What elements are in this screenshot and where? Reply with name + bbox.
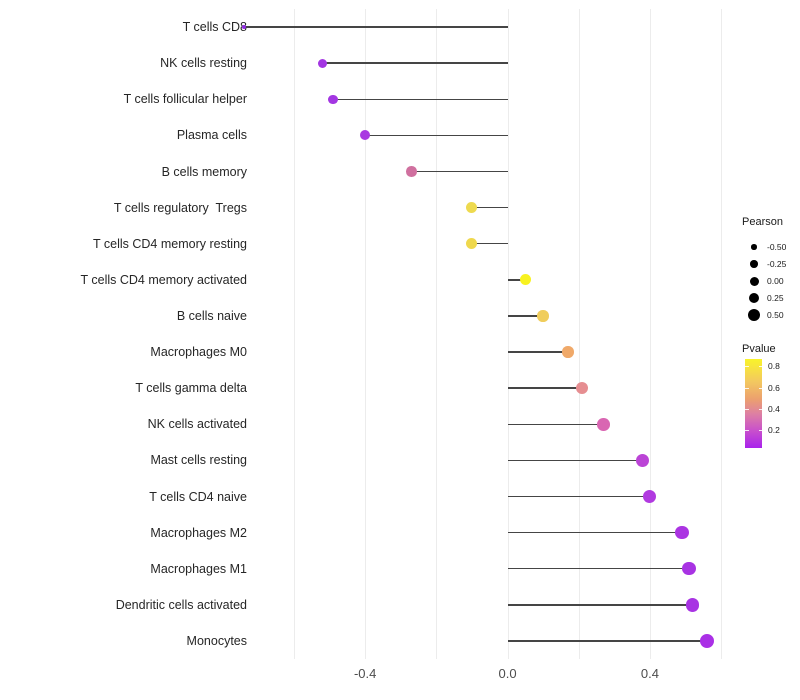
lollipop-stem bbox=[507, 495, 650, 498]
category-label: T cells CD4 memory activated bbox=[80, 272, 248, 287]
category-label: NK cells activated bbox=[147, 417, 247, 432]
lollipop-dot bbox=[682, 561, 696, 576]
lollipop-dot bbox=[328, 94, 338, 105]
lollipop-dot bbox=[643, 490, 657, 503]
lollipop-stem bbox=[365, 134, 508, 137]
legend-size-label: 0.00 bbox=[767, 276, 784, 286]
lollipop-dot bbox=[519, 274, 531, 286]
legend-size-label: 0.25 bbox=[767, 293, 784, 303]
lollipop-dot bbox=[466, 202, 478, 214]
legend-size-dot bbox=[748, 292, 760, 304]
category-label: Plasma cells bbox=[176, 128, 247, 143]
lollipop-stem bbox=[507, 315, 544, 317]
legend-size-label: -0.50 bbox=[767, 242, 787, 252]
colorbar-tickmark bbox=[758, 366, 762, 368]
lollipop-dot bbox=[466, 238, 478, 250]
lollipop-dot bbox=[685, 598, 700, 612]
category-label: T cells CD4 naive bbox=[149, 489, 247, 504]
category-label: T cells CD8 bbox=[182, 20, 247, 35]
legend-size-dot bbox=[748, 309, 760, 321]
lollipop-dot bbox=[699, 633, 715, 649]
lollipop-stem bbox=[507, 604, 693, 606]
pvalue-colorbar bbox=[745, 359, 762, 448]
category-label: Monocytes bbox=[186, 633, 247, 648]
gridline bbox=[578, 9, 580, 659]
lollipop-stem bbox=[507, 351, 569, 353]
colorbar-tick-label: 0.8 bbox=[768, 361, 780, 372]
x-tick-label: 0.4 bbox=[640, 666, 659, 681]
category-label: Dendritic cells activated bbox=[115, 597, 247, 612]
category-label: Macrophages M0 bbox=[150, 345, 247, 360]
lollipop-dot bbox=[636, 453, 650, 467]
category-label: B cells memory bbox=[161, 164, 247, 179]
legend-size-dot bbox=[749, 276, 759, 286]
category-label: T cells regulatory Tregs bbox=[113, 200, 247, 215]
colorbar-tick-label: 0.4 bbox=[768, 403, 780, 414]
colorbar-tickmark bbox=[745, 387, 749, 389]
legend-size-dot bbox=[751, 244, 757, 250]
lollipop-stem bbox=[507, 531, 682, 534]
colorbar-tickmark bbox=[745, 408, 749, 410]
legend-pvalue-title: Pvalue bbox=[742, 343, 776, 355]
lollipop-stem bbox=[411, 170, 508, 173]
gridline bbox=[507, 9, 509, 659]
lollipop-stem bbox=[333, 98, 508, 100]
category-label: Mast cells resting bbox=[150, 453, 247, 468]
colorbar-tickmark bbox=[758, 387, 762, 389]
legend-size-label: -0.25 bbox=[767, 259, 787, 269]
category-label: NK cells resting bbox=[160, 56, 247, 71]
lollipop-stem bbox=[507, 459, 643, 462]
colorbar-tick-label: 0.6 bbox=[768, 382, 780, 393]
lollipop-stem bbox=[471, 206, 508, 209]
lollipop-stem bbox=[322, 62, 508, 64]
gridline bbox=[649, 9, 651, 659]
colorbar-tickmark bbox=[758, 429, 762, 431]
category-label: Macrophages M2 bbox=[150, 525, 247, 540]
lollipop-stem bbox=[507, 279, 526, 281]
legend-size-label: 0.50 bbox=[767, 310, 784, 320]
category-label: T cells gamma delta bbox=[135, 381, 247, 396]
lollipop-dot bbox=[597, 418, 610, 431]
category-label: Macrophages M1 bbox=[150, 561, 247, 576]
colorbar-tick-label: 0.2 bbox=[768, 424, 780, 435]
legend-size-dot bbox=[750, 260, 758, 268]
colorbar-tickmark bbox=[745, 429, 749, 431]
lollipop-stem bbox=[507, 640, 707, 642]
legend-pearson-title: Pearson bbox=[742, 216, 783, 228]
lollipop-dot bbox=[360, 130, 371, 141]
lollipop-dot bbox=[537, 310, 549, 322]
x-tick-label: -0.4 bbox=[353, 666, 377, 681]
lollipop-stem bbox=[244, 26, 508, 28]
lollipop-stem bbox=[507, 387, 583, 389]
lollipop-dot bbox=[406, 166, 417, 177]
lollipop-stem bbox=[507, 568, 690, 570]
category-label: T cells follicular helper bbox=[123, 92, 247, 107]
gridline bbox=[365, 9, 367, 659]
lollipop-dot bbox=[576, 382, 589, 395]
lollipop-stem bbox=[471, 243, 508, 245]
lollipop-dot bbox=[562, 346, 574, 358]
x-tick-label: 0.0 bbox=[498, 666, 517, 681]
colorbar-tickmark bbox=[758, 408, 762, 410]
lollipop-dot bbox=[317, 58, 327, 68]
category-label: T cells CD4 memory resting bbox=[93, 236, 247, 251]
lollipop-stem bbox=[507, 423, 604, 425]
colorbar-tickmark bbox=[745, 366, 749, 368]
gridline bbox=[293, 9, 295, 659]
category-label: B cells naive bbox=[176, 308, 247, 323]
lollipop-dot bbox=[675, 525, 689, 540]
gridline bbox=[721, 9, 723, 659]
lollipop-dot bbox=[241, 24, 247, 30]
gridline bbox=[436, 9, 438, 659]
